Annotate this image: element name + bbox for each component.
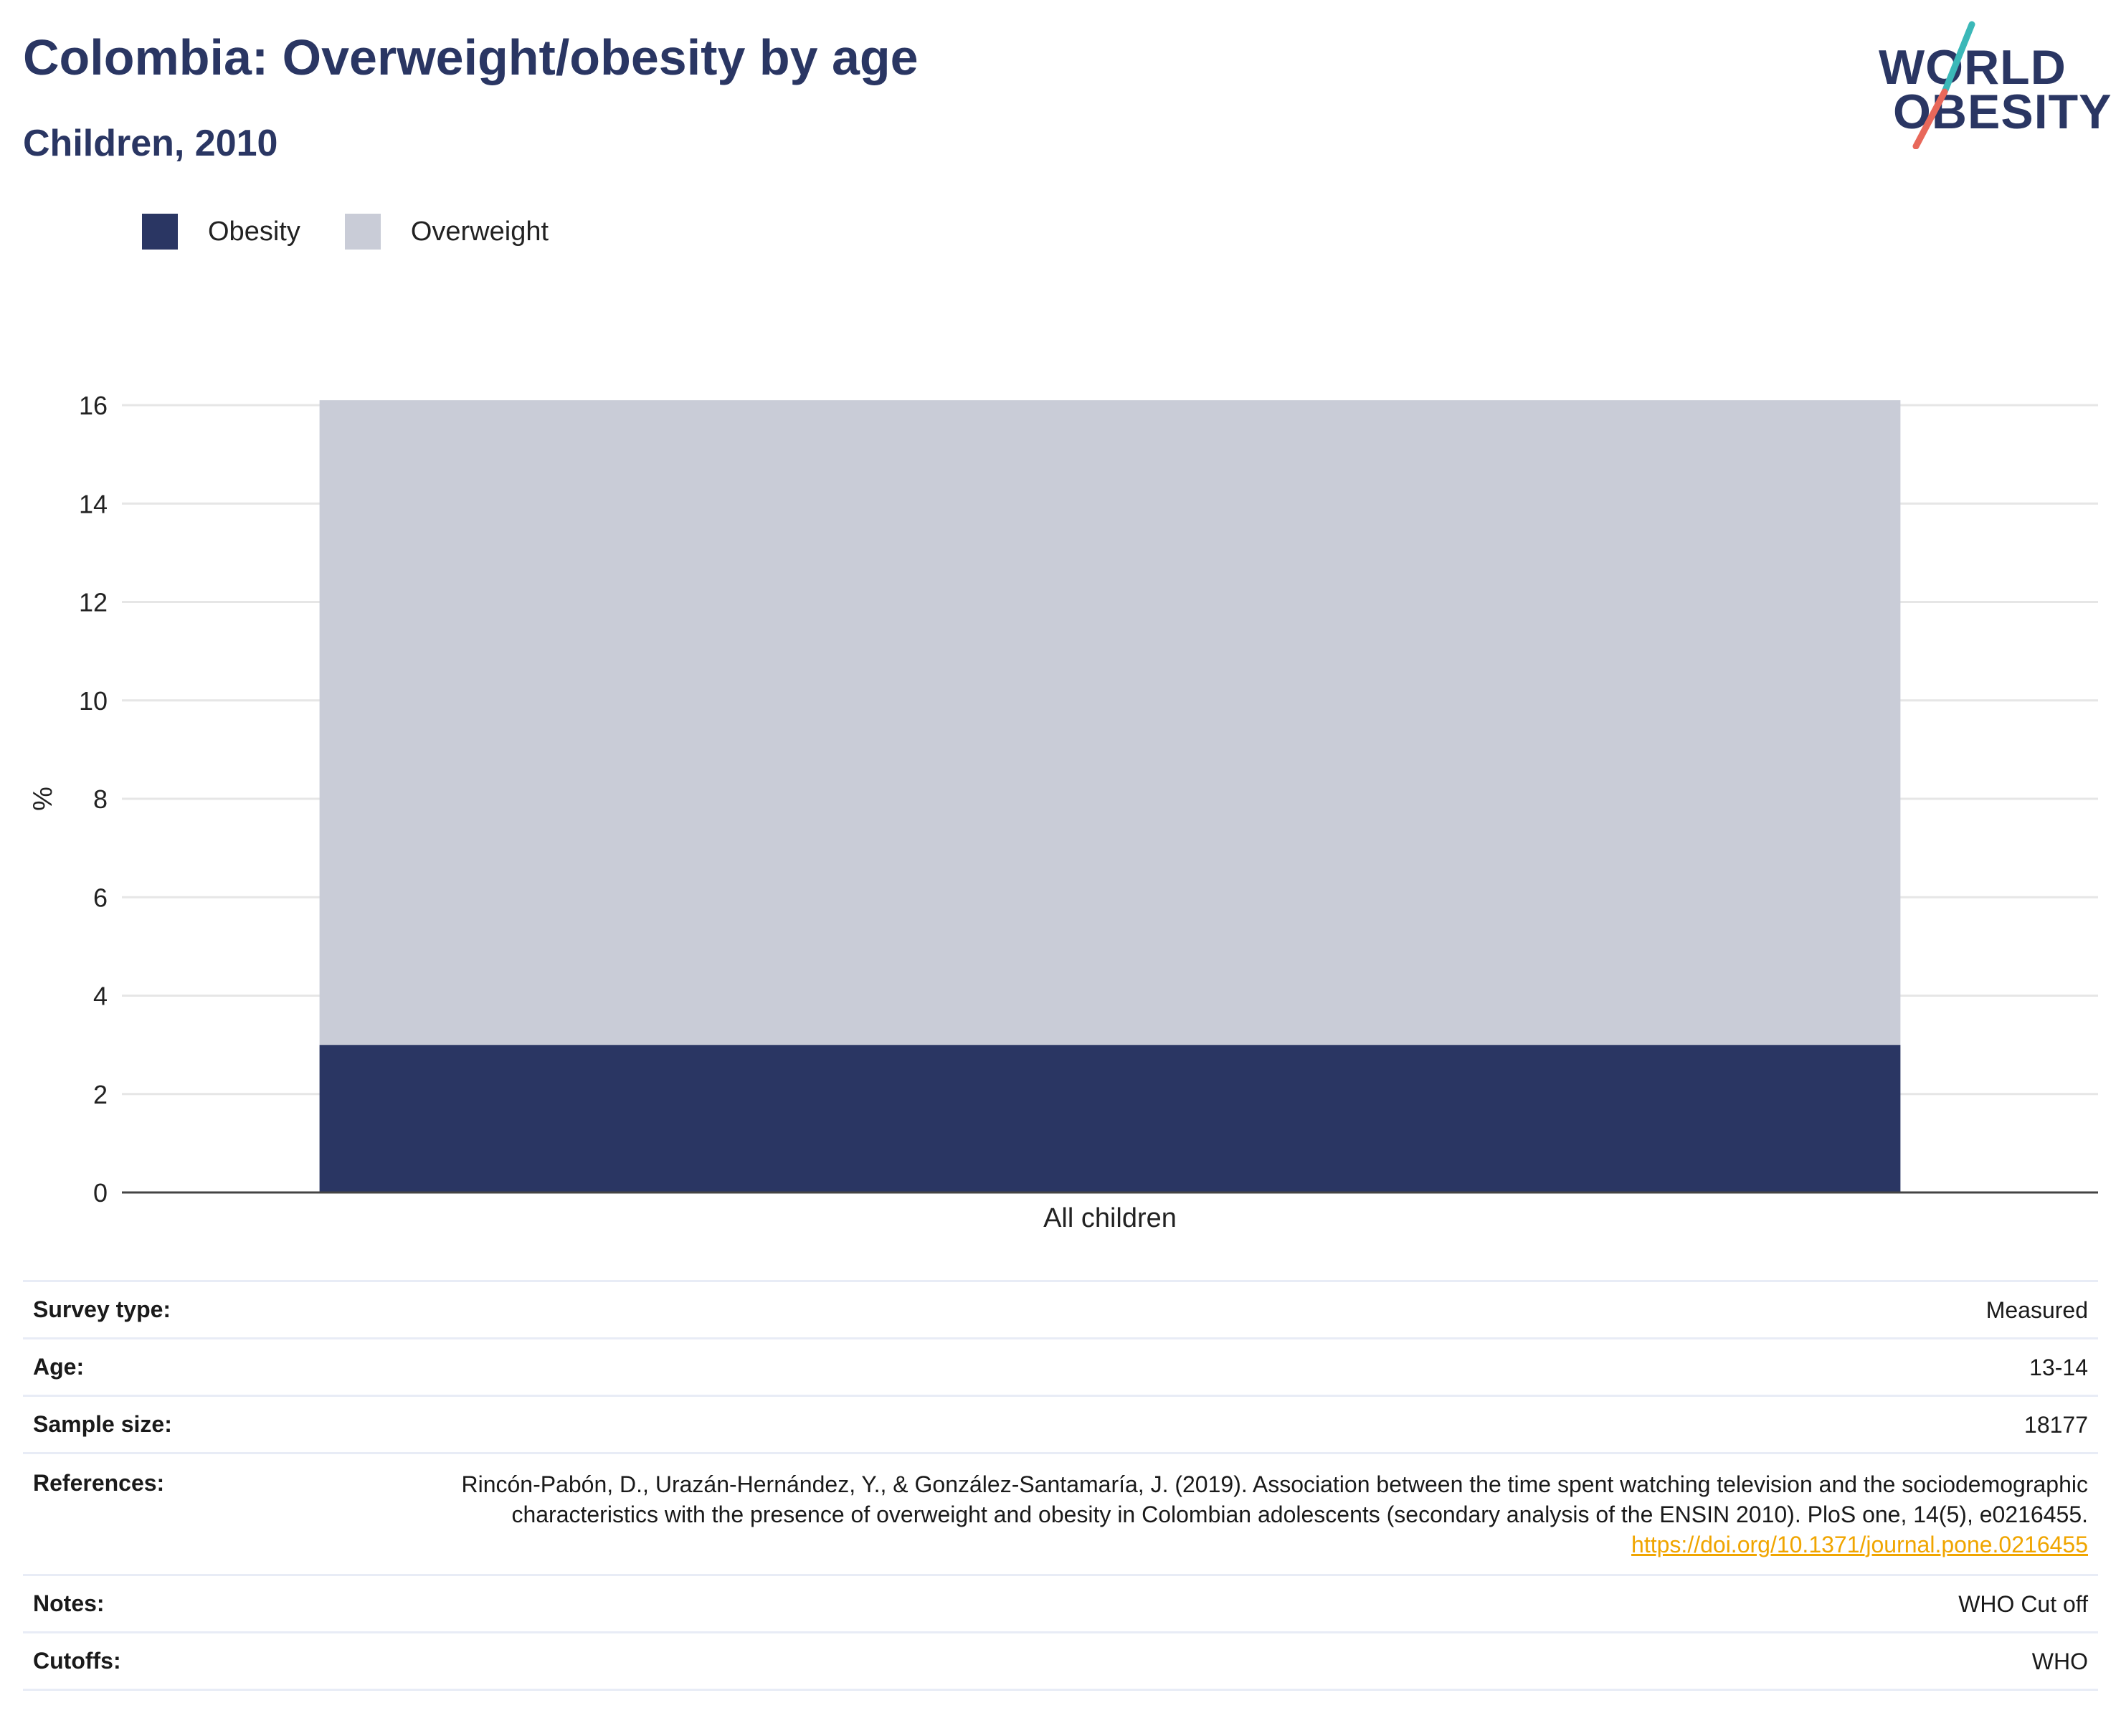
y-tick-label: 4 <box>93 982 108 1011</box>
bar-overweight <box>319 400 1901 1045</box>
references-value: Rincón-Pabón, D., Urazán-Hernández, Y., … <box>330 1452 2098 1576</box>
y-tick-label: 12 <box>79 588 108 617</box>
y-tick-label: 6 <box>93 883 108 912</box>
survey-type-label: Survey type: <box>23 1280 330 1339</box>
bar-obesity <box>319 1045 1901 1192</box>
info-row-notes: Notes: WHO Cut off <box>23 1574 2098 1633</box>
legend-label-overweight: Overweight <box>410 216 549 247</box>
cutoffs-value: WHO <box>330 1631 2098 1691</box>
info-row-age: Age: 13-14 <box>23 1337 2098 1397</box>
chart-legend: Obesity Overweight <box>142 214 593 250</box>
info-row-references: References: Rincón-Pabón, D., Urazán-Her… <box>23 1452 2098 1576</box>
references-label: References: <box>23 1452 330 1576</box>
logo-line-world: WORLD <box>1879 40 2067 95</box>
age-label: Age: <box>23 1337 330 1397</box>
legend-swatch-overweight <box>344 214 381 250</box>
legend-item-obesity[interactable]: Obesity <box>142 214 300 250</box>
sample-size-value: 18177 <box>330 1395 2098 1454</box>
bar-chart: 0 2 4 6 8 10 12 14 16% All children <box>28 391 2098 1233</box>
y-tick-label: 0 <box>93 1178 108 1208</box>
y-tick-label: 8 <box>93 784 108 814</box>
world-obesity-logo[interactable]: WORLD OBESITY <box>1864 20 2112 149</box>
age-value: 13-14 <box>330 1337 2098 1397</box>
y-tick-label: 14 <box>79 489 108 518</box>
sample-size-label: Sample size: <box>23 1395 330 1454</box>
notes-value: WHO Cut off <box>330 1574 2098 1633</box>
legend-item-overweight[interactable]: Overweight <box>344 214 549 250</box>
info-row-sample-size: Sample size: 18177 <box>23 1395 2098 1454</box>
survey-type-value: Measured <box>330 1280 2098 1339</box>
y-tick-label: 2 <box>93 1080 108 1109</box>
x-tick-label: All children <box>1043 1203 1177 1233</box>
chart-subtitle: Children, 2010 <box>23 123 278 164</box>
logo-line-obesity: OBESITY <box>1893 85 2112 139</box>
cutoffs-label: Cutoffs: <box>23 1631 330 1691</box>
legend-swatch-obesity <box>142 214 178 250</box>
y-tick-label: 16 <box>79 391 108 420</box>
logo-slash-icon <box>1912 21 1975 149</box>
y-axis-label: % <box>28 787 58 811</box>
references-doi-link[interactable]: https://doi.org/10.1371/journal.pone.021… <box>1631 1531 2088 1557</box>
chart-title: Colombia: Overweight/obesity by age <box>23 29 919 85</box>
y-tick-label: 10 <box>79 686 108 716</box>
survey-info-table: Survey type: Measured Age: 13-14 Sample … <box>23 1280 2098 1691</box>
legend-label-obesity: Obesity <box>208 216 300 247</box>
info-row-cutoffs: Cutoffs: WHO <box>23 1631 2098 1691</box>
notes-label: Notes: <box>23 1574 330 1633</box>
references-text: Rincón-Pabón, D., Urazán-Hernández, Y., … <box>461 1471 2088 1527</box>
info-row-survey-type: Survey type: Measured <box>23 1280 2098 1339</box>
